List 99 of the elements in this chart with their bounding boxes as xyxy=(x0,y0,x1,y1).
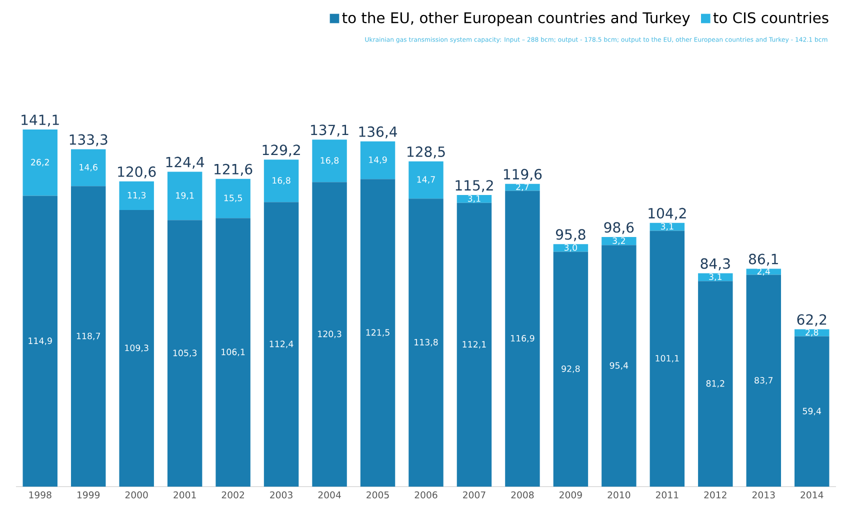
x-tick-label: 2010 xyxy=(608,491,630,498)
x-tick-label: 2011 xyxy=(656,491,678,498)
bar xyxy=(264,160,299,202)
x-tick-label: 2008 xyxy=(511,491,534,498)
data-label: 3,1 xyxy=(660,223,674,231)
total-label: 129,2 xyxy=(262,144,300,157)
total-label: 115,2 xyxy=(456,180,493,192)
legend-label: to CIS countries xyxy=(713,12,828,24)
total-label: 86,1 xyxy=(749,254,778,266)
data-label: 92,8 xyxy=(562,365,580,373)
data-label: 95,4 xyxy=(610,362,628,370)
total-label: 137,1 xyxy=(311,124,348,137)
bar xyxy=(746,268,782,275)
bar xyxy=(264,202,299,487)
total-label: 124,4 xyxy=(166,156,204,169)
bar xyxy=(408,198,444,487)
bar xyxy=(456,202,492,487)
data-label: 16,8 xyxy=(272,177,290,185)
data-label: 3,2 xyxy=(612,237,625,245)
bar xyxy=(70,149,106,186)
data-label: 113,8 xyxy=(414,338,438,346)
bar xyxy=(70,186,106,487)
bar xyxy=(602,245,636,487)
x-tick-label: 2012 xyxy=(704,491,726,498)
data-label: 26,2 xyxy=(31,158,49,166)
x-tick-label: 2006 xyxy=(414,491,438,498)
x-tick-label: 2009 xyxy=(560,491,582,498)
bar xyxy=(119,210,154,487)
bar xyxy=(360,179,396,487)
x-tick-label: 2004 xyxy=(318,491,341,498)
data-label: 121,5 xyxy=(366,329,390,337)
data-label: 81,2 xyxy=(706,380,724,388)
bar xyxy=(119,181,154,210)
x-tick-label: 2014 xyxy=(800,491,824,498)
bar xyxy=(553,252,588,487)
bar xyxy=(602,237,636,246)
bar xyxy=(312,182,347,487)
bar xyxy=(650,230,685,487)
data-label: 3,1 xyxy=(468,195,480,203)
data-label: 3,0 xyxy=(564,244,578,252)
bar xyxy=(408,161,444,199)
data-label: 118,7 xyxy=(76,332,100,340)
total-label: 104,2 xyxy=(648,208,686,220)
x-tick-label: 2007 xyxy=(463,491,486,498)
total-label: 95,8 xyxy=(556,229,586,242)
data-label: 112,4 xyxy=(270,340,294,348)
bar xyxy=(22,129,58,196)
data-label: 109,3 xyxy=(125,344,148,352)
total-label: 119,6 xyxy=(504,168,542,181)
data-label: 101,1 xyxy=(656,354,679,362)
bar xyxy=(167,220,202,487)
bar xyxy=(22,196,58,487)
legend-label: to the EU, other European countries and Turkey xyxy=(342,12,690,26)
bar xyxy=(312,140,347,182)
total-label: 128,5 xyxy=(407,146,445,158)
total-label: 120,6 xyxy=(118,166,156,178)
x-tick-label: 1999 xyxy=(78,491,100,498)
total-label: 136,4 xyxy=(359,126,398,138)
bar xyxy=(216,178,250,218)
data-label: 19,1 xyxy=(176,192,194,200)
data-label: 106,1 xyxy=(222,348,245,356)
bar xyxy=(505,190,540,487)
data-label: 59,4 xyxy=(802,408,822,416)
x-tick-label: 2000 xyxy=(125,491,148,498)
data-label: 116,9 xyxy=(511,334,534,342)
x-tick-label: 2002 xyxy=(222,491,244,498)
x-tick-label: 2013 xyxy=(752,491,775,498)
total-label: 84,3 xyxy=(700,258,730,270)
x-tick-label: 2001 xyxy=(174,491,196,498)
bar xyxy=(794,336,830,487)
data-label: 14,7 xyxy=(417,176,435,184)
data-label: 114,9 xyxy=(28,338,52,345)
data-label: 120,3 xyxy=(318,330,342,338)
bar xyxy=(746,274,782,487)
bar xyxy=(794,329,830,336)
bar xyxy=(698,281,733,487)
x-tick-label: 2005 xyxy=(366,491,389,498)
data-label: 2,7 xyxy=(516,184,529,192)
data-label: 2,8 xyxy=(806,329,818,336)
total-label: 133,3 xyxy=(70,134,108,146)
total-label: 62,2 xyxy=(797,314,826,326)
data-label: 83,7 xyxy=(754,377,773,384)
x-tick-label: 2003 xyxy=(270,491,292,498)
data-label: 112,1 xyxy=(462,341,486,348)
data-label: 3,1 xyxy=(709,273,722,281)
data-label: 11,3 xyxy=(128,192,146,200)
bar xyxy=(360,141,396,180)
data-label: 16,8 xyxy=(320,157,339,165)
x-tick-label: 1998 xyxy=(29,491,52,498)
bar xyxy=(167,172,202,220)
data-label: 15,5 xyxy=(224,194,242,202)
total-label: 121,6 xyxy=(214,164,252,176)
bar xyxy=(456,195,492,203)
data-label: 105,3 xyxy=(173,350,197,358)
bar xyxy=(216,218,250,487)
data-label: 14,9 xyxy=(369,156,387,164)
total-label: 98,6 xyxy=(604,222,634,234)
data-label: 14,6 xyxy=(80,164,98,172)
total-label: 141,1 xyxy=(22,114,59,127)
